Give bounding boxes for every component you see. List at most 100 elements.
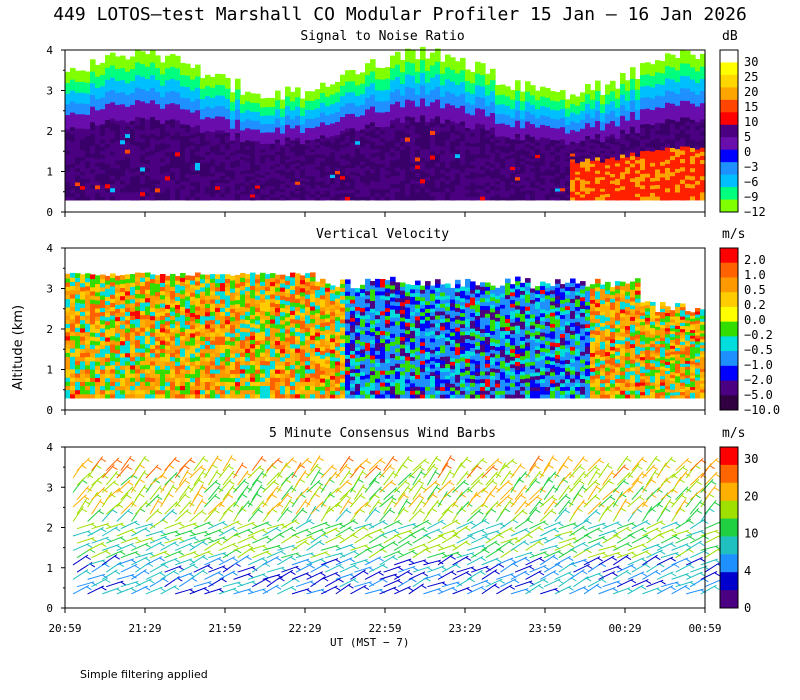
snr-cell: [700, 151, 706, 156]
snr-cell: [550, 133, 556, 137]
snr-cell: [90, 156, 96, 162]
velocity-cell: [80, 369, 86, 374]
snr-cell: [655, 141, 661, 147]
snr-cell: [535, 133, 541, 137]
snr-cell: [575, 197, 581, 201]
snr-cell: [345, 70, 351, 75]
snr-cell: [195, 87, 201, 92]
snr-cell: [360, 182, 366, 187]
snr-cell: [335, 183, 341, 188]
snr-cell: [70, 141, 76, 146]
snr-cell: [670, 167, 676, 173]
snr-cell: [520, 184, 526, 189]
snr-cell: [150, 170, 156, 176]
snr-cell: [95, 139, 101, 145]
snr-cell: [600, 115, 606, 119]
snr-cell: [650, 116, 656, 122]
snr-cell: [150, 162, 156, 168]
snr-cell: [700, 66, 706, 71]
snr-cell: [650, 150, 656, 156]
velocity-cell: [115, 320, 121, 326]
snr-cell: [510, 120, 516, 125]
snr-cell: [155, 163, 161, 169]
snr-cell: [440, 196, 446, 201]
snr-cell: [530, 148, 536, 153]
snr-cell: [630, 155, 636, 160]
snr-cell: [565, 191, 571, 195]
snr-cell: [550, 106, 556, 110]
snr-cell: [100, 62, 106, 68]
snr-cell: [580, 110, 586, 114]
snr-cell: [605, 155, 611, 159]
snr-cell: [165, 163, 171, 169]
snr-cell: [70, 71, 76, 76]
snr-cell: [345, 131, 351, 136]
snr-cell: [465, 163, 471, 168]
snr-cell: [410, 87, 416, 93]
velocity-cell: [75, 356, 81, 362]
snr-cell: [345, 91, 351, 97]
snr-cell: [70, 86, 76, 91]
snr-cell: [495, 104, 501, 108]
snr-cell: [540, 99, 546, 103]
snr-cell: [270, 123, 276, 127]
snr-cell: [590, 187, 596, 192]
snr-cell: [345, 163, 351, 169]
snr-cell: [535, 117, 541, 122]
snr-cell: [615, 165, 621, 170]
snr-cell: [300, 188, 306, 192]
snr-cell: [155, 71, 161, 77]
snr-cell: [290, 118, 296, 123]
snr-cell: [125, 145, 131, 150]
velocity-cell: [110, 385, 116, 391]
snr-cell: [685, 183, 691, 188]
snr-cell: [120, 83, 126, 89]
snr-cell: [630, 126, 636, 131]
snr-cell: [115, 84, 121, 89]
snr-cell: [310, 157, 316, 162]
snr-cell: [605, 193, 611, 198]
snr-cell: [595, 153, 601, 158]
snr-cell: [235, 142, 241, 147]
snr-cell: [175, 67, 181, 73]
snr-cell: [400, 122, 406, 127]
snr-cell: [695, 102, 701, 107]
snr-cell: [565, 158, 571, 162]
velocity-cell: [70, 343, 76, 349]
snr-cell: [695, 133, 701, 138]
snr-cell: [95, 87, 101, 92]
snr-cell: [210, 169, 216, 174]
velocity-cell: [125, 385, 131, 391]
velocity-cell: [110, 389, 116, 395]
snr-cell: [415, 184, 421, 189]
snr-cell: [295, 171, 301, 176]
snr-cell: [635, 169, 641, 174]
snr-cell: [520, 115, 526, 120]
snr-cell: [455, 188, 461, 193]
snr-cell: [655, 184, 661, 189]
snr-cell: [230, 184, 236, 189]
snr-cell: [310, 118, 316, 123]
snr-cell: [365, 173, 371, 178]
snr-cell: [425, 148, 431, 154]
velocity-cell: [120, 369, 126, 374]
snr-cell: [265, 137, 271, 141]
snr-cell: [115, 160, 121, 165]
snr-cell: [465, 120, 471, 125]
snr-cell: [385, 174, 391, 179]
snr-cell: [155, 147, 161, 153]
snr-cell: [175, 75, 181, 81]
snr-cell: [565, 183, 571, 187]
snr-cell: [410, 120, 416, 126]
snr-cell: [645, 188, 651, 193]
snr-cell: [430, 138, 436, 144]
snr-cell: [475, 80, 481, 86]
snr-cell: [300, 180, 306, 184]
snr-cell: [450, 108, 456, 114]
snr-cell: [385, 107, 391, 112]
snr-cell: [505, 117, 511, 122]
velocity-cell: [90, 389, 96, 395]
snr-cell: [120, 123, 126, 129]
snr-cell: [90, 86, 96, 92]
